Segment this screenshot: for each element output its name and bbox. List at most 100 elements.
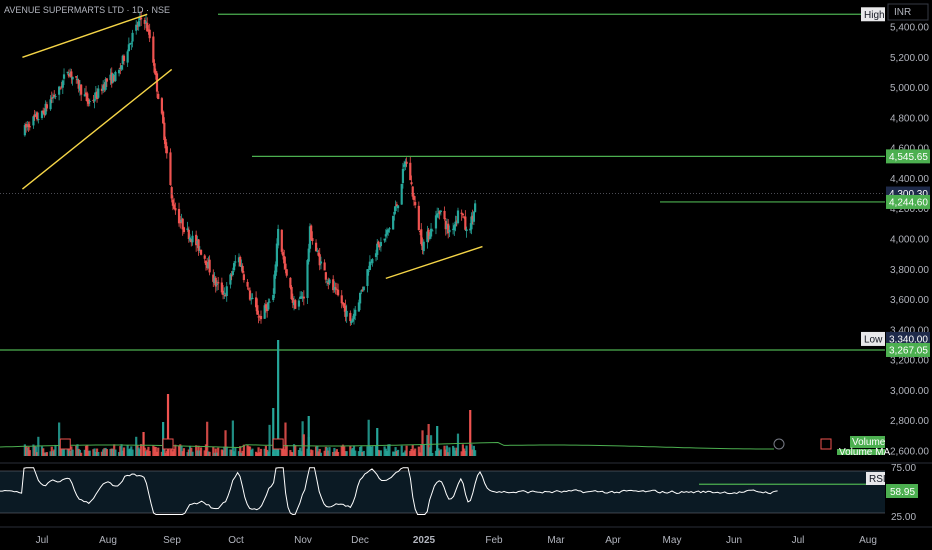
- candle-body: [436, 213, 439, 218]
- candle-body: [32, 116, 35, 126]
- volume-bar: [267, 451, 270, 456]
- candle-body: [248, 290, 252, 300]
- volume-bar: [148, 450, 151, 456]
- volume-bar: [77, 448, 80, 456]
- volume-bar: [143, 447, 146, 456]
- volume-bar: [45, 452, 48, 456]
- volume-bar: [131, 449, 134, 456]
- candle-body: [87, 99, 90, 104]
- volume-bar: [324, 446, 327, 456]
- candle-body: [384, 234, 387, 237]
- candle-body: [119, 67, 122, 69]
- volume-bar: [120, 444, 123, 456]
- candle-body: [274, 264, 277, 276]
- volume-bar: [110, 448, 113, 456]
- candle-body: [280, 229, 283, 252]
- volume-bar: [155, 451, 159, 456]
- volume-bar: [242, 444, 245, 456]
- volume-bar: [268, 424, 271, 456]
- volume-bar: [50, 446, 53, 456]
- volume-bar: [302, 434, 305, 456]
- candle-body: [469, 228, 472, 231]
- volume-bar: [351, 447, 354, 456]
- candle-body: [272, 294, 275, 300]
- candle-body: [411, 186, 414, 197]
- earnings-marker: [162, 438, 174, 450]
- rsi-band: [0, 471, 885, 513]
- candle-body: [434, 215, 438, 229]
- candle-body: [174, 208, 177, 211]
- volume-bar: [251, 448, 254, 456]
- candle-body: [215, 283, 219, 285]
- volume-bar: [27, 446, 30, 456]
- price-tick-label: 5,000.00: [890, 83, 929, 94]
- volume-bar: [299, 447, 302, 456]
- volume-bar: [33, 446, 36, 456]
- volume-bar: [335, 449, 338, 456]
- time-axis[interactable]: Jul Aug Sep Oct Nov Dec 2025 Feb Mar Apr May Jun Jul…: [0, 526, 932, 546]
- time-tick-label: Aug: [859, 535, 877, 546]
- volume-bar: [160, 451, 164, 456]
- candle-body: [422, 241, 425, 252]
- rsi-value-box: [886, 484, 918, 498]
- candle-body: [44, 103, 47, 115]
- candle-body: [246, 281, 249, 287]
- candle-body: [37, 119, 40, 121]
- candle-body: [110, 72, 113, 84]
- volume-bar: [318, 448, 321, 456]
- volume-spike: [142, 432, 145, 456]
- candle-body: [273, 274, 276, 294]
- volume-bar: [104, 447, 107, 456]
- candle-body: [378, 244, 381, 248]
- volume-bar: [157, 447, 160, 456]
- volume-bar: [92, 449, 95, 456]
- rsi-tag-label: RSI: [869, 474, 886, 485]
- candle-body: [264, 304, 268, 308]
- volume-bar: [173, 448, 176, 456]
- candle-body: [171, 199, 175, 206]
- candle-body: [376, 243, 379, 255]
- volume-bar: [470, 444, 473, 456]
- candle-body: [302, 296, 305, 299]
- candle-body: [27, 124, 30, 128]
- candle-body: [319, 261, 323, 264]
- candle-body: [157, 93, 160, 100]
- volume-ma-tag-box: [837, 449, 885, 455]
- volume-bar: [197, 445, 200, 456]
- price-axis[interactable]: 5,400.00 5,200.00 5,000.00 4,800.00 4,600.00…: [890, 23, 929, 458]
- volume-bar: [130, 446, 133, 456]
- candle-body: [240, 265, 243, 267]
- candle-body: [131, 32, 134, 42]
- candle-body: [220, 282, 223, 293]
- candle-body: [182, 227, 186, 233]
- candle-body: [427, 229, 430, 239]
- candle-body: [420, 229, 423, 245]
- volume-bar: [88, 450, 91, 456]
- volume-bar: [255, 451, 258, 456]
- candle-body: [429, 228, 433, 237]
- volume-bar: [361, 452, 364, 456]
- volume-bar: [412, 450, 416, 456]
- candle-body: [350, 321, 353, 323]
- volume-bar: [224, 430, 227, 456]
- candle-body: [140, 17, 143, 20]
- candle-body: [474, 203, 477, 213]
- price-pane[interactable]: [23, 11, 477, 326]
- candle-body: [163, 122, 166, 141]
- price-tag-box: [886, 194, 930, 209]
- currency-box[interactable]: [887, 3, 929, 21]
- candle-body: [292, 302, 296, 306]
- price-tag-value: 4,545.65: [889, 152, 928, 163]
- candle-body: [71, 76, 74, 80]
- candle-body: [121, 55, 124, 64]
- candle-body: [58, 86, 61, 95]
- volume-bar: [154, 446, 157, 456]
- price-tick-label: 4,600.00: [890, 144, 929, 155]
- volume-bar: [221, 450, 225, 456]
- candle-body: [324, 272, 327, 280]
- volume-bar: [385, 451, 389, 456]
- volume-bar: [241, 450, 244, 456]
- candle-body: [401, 168, 405, 184]
- volume-bar: [146, 449, 149, 456]
